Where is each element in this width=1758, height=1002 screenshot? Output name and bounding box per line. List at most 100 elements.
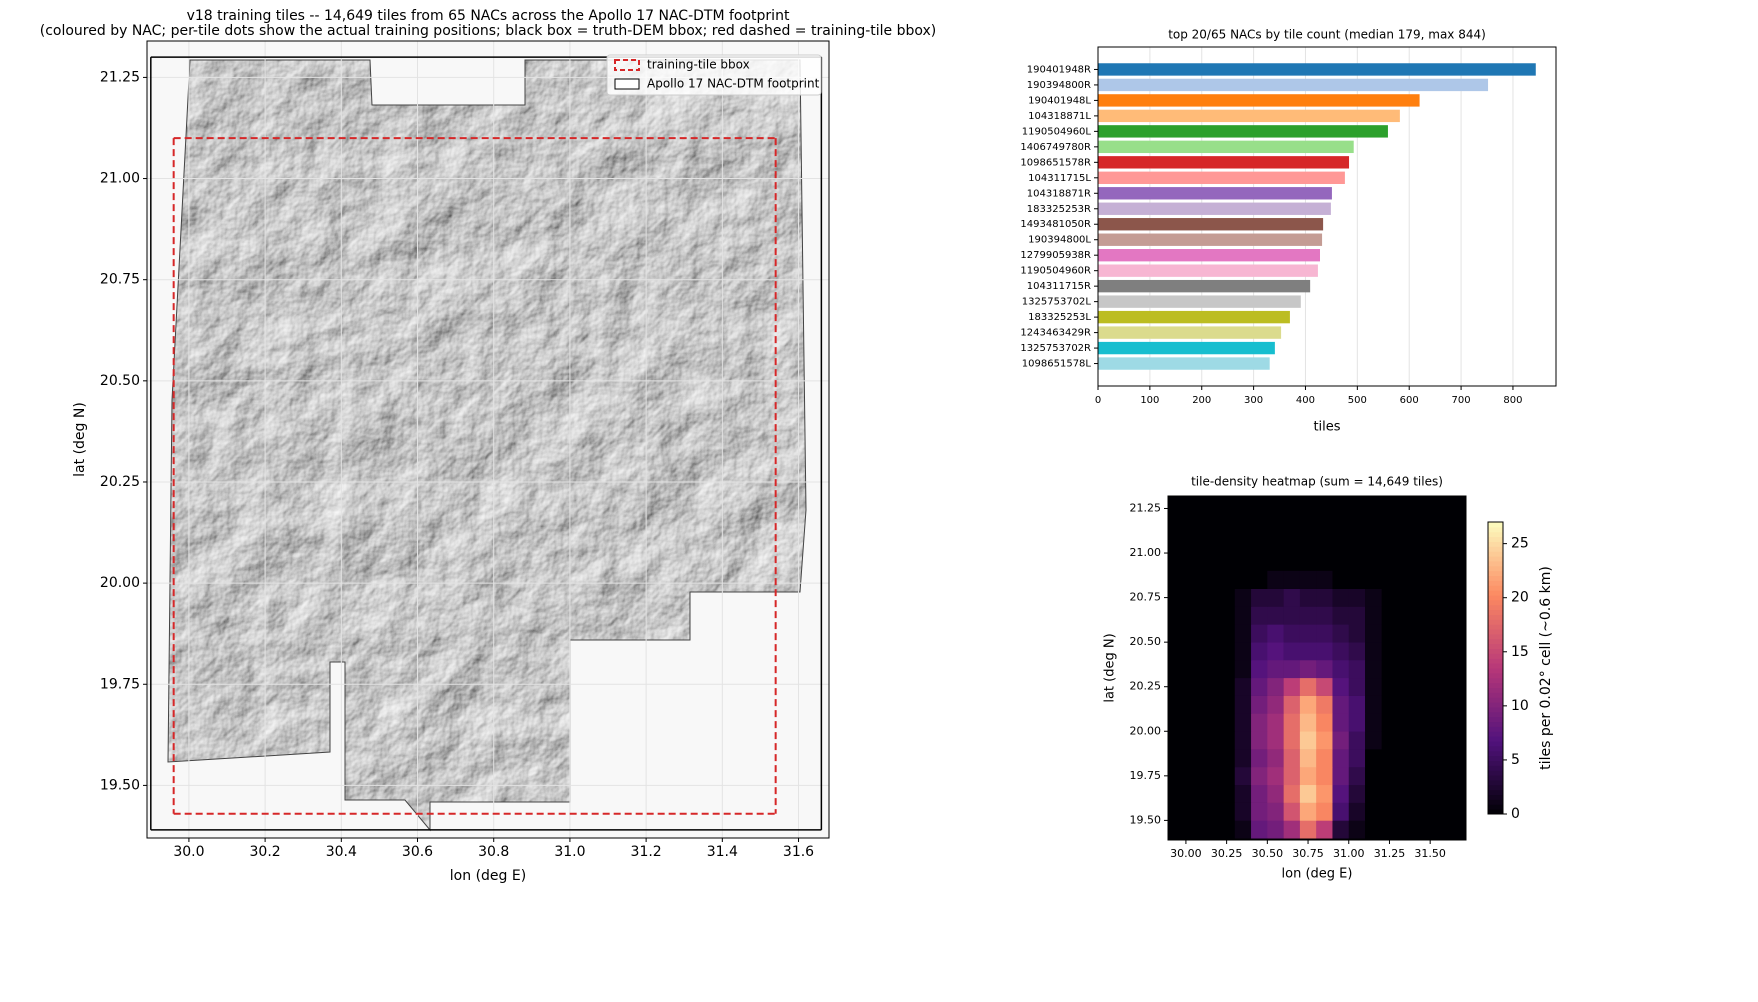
heat-cell xyxy=(1251,570,1268,589)
heat-cell xyxy=(1299,731,1317,750)
heat-cell xyxy=(1348,731,1366,750)
colorbar-step xyxy=(1488,546,1503,552)
y-tick-label: 20.50 xyxy=(1130,635,1162,648)
y-tick-label: 1098651578L xyxy=(1022,359,1092,370)
x-tick-label: 30.8 xyxy=(478,844,509,860)
colorbar-step xyxy=(1488,726,1503,732)
heat-cell xyxy=(1267,766,1284,786)
y-tick-label: 183325253R xyxy=(1027,204,1091,215)
heat-cell xyxy=(1218,570,1236,589)
bar xyxy=(1098,187,1332,200)
map-panel xyxy=(147,41,829,838)
bar xyxy=(1098,78,1489,92)
heat-cell xyxy=(1316,570,1333,589)
y-tick-label: 20.50 xyxy=(100,373,140,389)
heat-cell xyxy=(1348,570,1366,589)
colorbar-tick-label: 25 xyxy=(1511,536,1529,552)
heat-cell xyxy=(1283,731,1301,750)
colorbar-step xyxy=(1488,804,1503,810)
colorbar-step xyxy=(1488,770,1503,776)
heat-cell xyxy=(1316,749,1333,768)
heat-cell xyxy=(1316,784,1333,803)
y-tick-label: 20.75 xyxy=(1130,591,1162,604)
heat-cell xyxy=(1283,624,1301,643)
y-tick-label: 190401948L xyxy=(1028,95,1091,106)
colorbar-step xyxy=(1488,648,1503,654)
y-tick-label: 1406749780R xyxy=(1020,142,1091,153)
x-tick-label: 31.0 xyxy=(554,844,585,860)
heat-cell xyxy=(1299,677,1317,696)
heat-cell xyxy=(1299,784,1317,803)
x-tick-label: 31.4 xyxy=(707,844,738,860)
heat-cell xyxy=(1218,588,1236,607)
heat-cell xyxy=(1332,731,1350,750)
x-tick-label: 300 xyxy=(1244,395,1263,406)
y-tick-label: 21.00 xyxy=(1130,546,1162,559)
colorbar-step xyxy=(1488,614,1503,620)
heat-cell xyxy=(1365,588,1382,607)
x-tick-label: 31.2 xyxy=(631,844,662,860)
bar xyxy=(1098,218,1324,231)
heat-cell xyxy=(1348,642,1366,661)
bar xyxy=(1098,202,1331,215)
axes-frame xyxy=(1167,495,1467,841)
heat-cell xyxy=(1365,695,1382,714)
x-tick-label: 30.75 xyxy=(1292,847,1324,860)
heat-cell xyxy=(1299,659,1317,679)
heat-cell xyxy=(1316,642,1333,661)
heat-cell xyxy=(1316,731,1333,750)
colorbar-tick-label: 0 xyxy=(1511,806,1520,822)
heat-cell xyxy=(1365,820,1382,839)
heat-cell xyxy=(1218,677,1236,696)
heat-cell xyxy=(1283,749,1301,768)
heat-cell xyxy=(1234,784,1252,803)
heat-cell xyxy=(1283,784,1301,803)
x-tick-label: 30.25 xyxy=(1211,847,1243,860)
chart-title: top 20/65 NACs by tile count (median 179… xyxy=(1168,28,1486,42)
heat-cell xyxy=(1332,588,1350,607)
colorbar-step xyxy=(1488,575,1503,581)
heat-cell xyxy=(1299,642,1317,661)
y-axis-label: lat (deg N) xyxy=(1103,633,1118,702)
colorbar-step xyxy=(1488,697,1503,703)
x-tick-label: 30.50 xyxy=(1252,847,1284,860)
heat-cell xyxy=(1348,749,1366,768)
colorbar-step xyxy=(1488,604,1503,611)
y-tick-label: 20.75 xyxy=(100,272,140,288)
colorbar-step xyxy=(1488,585,1503,591)
heat-cell xyxy=(1251,642,1268,661)
legend-label: Apollo 17 NAC-DTM footprint xyxy=(647,77,820,91)
colorbar-step xyxy=(1488,551,1503,557)
heat-cell xyxy=(1365,659,1382,679)
heat-cell xyxy=(1218,784,1236,803)
colorbar-step xyxy=(1488,556,1503,562)
legend-label: training-tile bbox xyxy=(647,58,750,72)
y-tick-label: 19.75 xyxy=(1130,769,1162,782)
x-axis-label: lon (deg E) xyxy=(1282,867,1353,882)
colorbar-step xyxy=(1488,629,1503,635)
heat-cell xyxy=(1365,606,1382,625)
bar xyxy=(1098,109,1400,123)
heat-cell xyxy=(1218,766,1236,786)
heat-cell xyxy=(1348,677,1366,696)
heat-cell xyxy=(1234,820,1252,839)
colorbar-step xyxy=(1488,702,1503,708)
heat-cell xyxy=(1299,588,1317,607)
colorbar-step xyxy=(1488,760,1503,766)
heat-cell xyxy=(1299,802,1317,821)
colorbar-step xyxy=(1488,570,1503,577)
heat-cell xyxy=(1316,588,1333,607)
x-tick-label: 100 xyxy=(1140,395,1159,406)
bar xyxy=(1098,94,1420,107)
heat-cell xyxy=(1299,766,1317,786)
heat-cell xyxy=(1267,749,1284,768)
x-tick-label: 600 xyxy=(1400,395,1419,406)
heat-cell xyxy=(1218,731,1236,750)
heat-cell xyxy=(1251,695,1268,714)
y-tick-label: 20.00 xyxy=(100,575,140,591)
heat-cell xyxy=(1365,570,1382,589)
x-tick-label: 700 xyxy=(1452,395,1471,406)
heat-cell xyxy=(1234,731,1252,750)
colorbar-step xyxy=(1488,716,1503,723)
heat-cell xyxy=(1283,588,1301,607)
